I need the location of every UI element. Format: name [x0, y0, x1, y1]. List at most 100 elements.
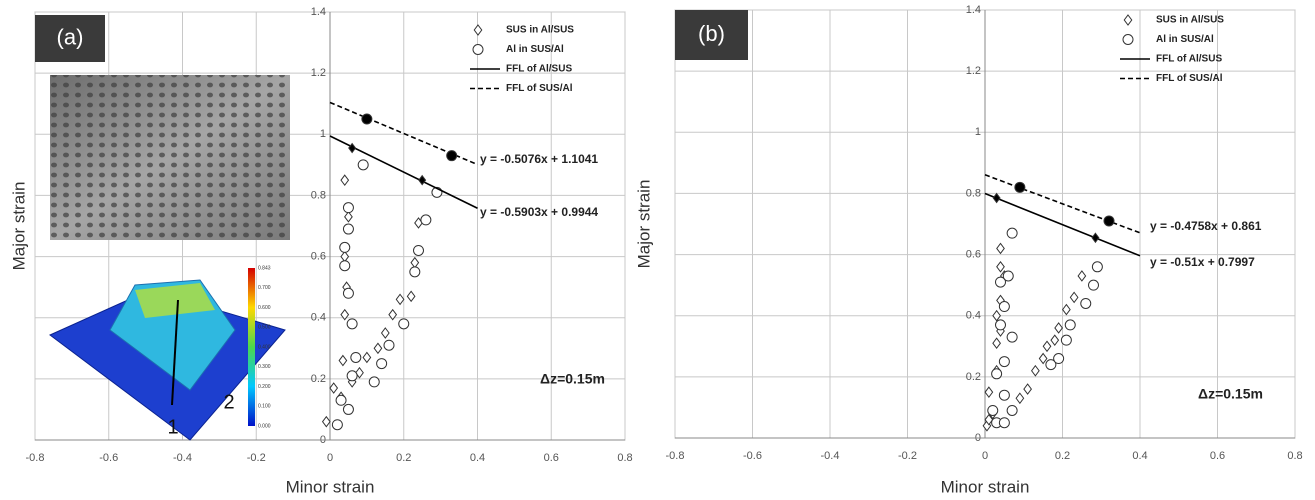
marker-circle	[998, 301, 1010, 313]
marker-diamond	[395, 293, 405, 306]
legend-swatch	[472, 44, 484, 55]
marker-diamond	[1023, 383, 1033, 395]
marker-diamond	[992, 192, 1001, 204]
marker-diamond	[1091, 232, 1100, 244]
y-tick-label: 0.8	[966, 187, 981, 199]
x-tick-label: 0.8	[617, 452, 632, 464]
marker-circle	[413, 244, 424, 256]
colorbar-label: 0.300	[258, 364, 271, 370]
marker-circle	[383, 339, 395, 351]
marker-diamond	[344, 210, 353, 223]
marker-circle	[446, 150, 458, 162]
x-tick-label: -0.4	[173, 452, 192, 464]
marker-diamond	[1050, 334, 1060, 347]
marker-circle	[1088, 279, 1099, 291]
marker-circle	[420, 214, 432, 226]
x-tick-label: -0.6	[743, 450, 762, 462]
x-tick-label: 0.6	[1210, 450, 1225, 462]
y-tick-label: 0.4	[311, 312, 326, 324]
marker-circle	[1080, 297, 1092, 309]
marker-circle	[368, 376, 380, 388]
marker-circle	[409, 266, 421, 278]
marker-diamond	[355, 366, 364, 379]
inset-photo-holes	[50, 75, 290, 240]
marker-diamond	[984, 413, 994, 426]
x-tick-label: 0.4	[1132, 450, 1147, 462]
colorbar-label: 0.400	[258, 344, 271, 350]
marker-diamond	[1015, 392, 1025, 405]
equation: y = -0.5076x + 1.1041	[480, 152, 598, 166]
equation: y = -0.4758x + 0.861	[1150, 219, 1262, 233]
marker-diamond	[992, 309, 1002, 322]
marker-diamond	[1062, 303, 1071, 316]
marker-diamond	[321, 415, 331, 428]
marker-diamond	[348, 142, 357, 154]
legend-label: Al in SUS/Al	[1156, 34, 1214, 45]
marker-diamond	[1038, 352, 1048, 365]
marker-diamond	[380, 327, 390, 339]
legend-label: SUS in Al/SUS	[1156, 15, 1224, 26]
marker-diamond	[373, 342, 383, 355]
marker-circle	[1006, 331, 1018, 343]
marker-circle	[361, 113, 373, 125]
marker-diamond	[1077, 270, 1087, 282]
y-tick-label: 0.6	[966, 248, 981, 260]
x-tick-label: 0.6	[544, 452, 559, 464]
y-tick-label: 1.2	[311, 67, 326, 79]
marker-circle	[998, 389, 1010, 401]
marker-circle	[376, 358, 388, 370]
y-tick-label: 0.8	[311, 189, 326, 201]
inset-label: 1	[167, 416, 178, 438]
x-tick-label: 0.2	[396, 452, 411, 464]
marker-circle	[1006, 227, 1018, 239]
delta-z: Δz=0.15m	[1198, 386, 1263, 402]
x-tick-label: 0.8	[1287, 450, 1302, 462]
colorbar-label: 0.200	[258, 384, 271, 390]
colorbar	[248, 268, 255, 426]
marker-circle	[995, 319, 1006, 331]
x-tick-label: -0.8	[666, 450, 685, 462]
marker-circle	[1060, 334, 1072, 346]
x-axis-label: Minor strain	[286, 477, 375, 496]
marker-circle	[987, 404, 999, 416]
marker-diamond	[340, 308, 350, 321]
marker-diamond	[418, 174, 427, 186]
marker-circle	[342, 223, 354, 235]
y-axis-label: Major strain	[634, 180, 653, 269]
colorbar-label: 0.600	[258, 305, 271, 311]
marker-circle	[342, 202, 354, 214]
marker-circle	[995, 276, 1006, 288]
x-tick-label: -0.4	[821, 450, 840, 462]
marker-circle	[346, 370, 358, 382]
marker-circle	[346, 318, 358, 330]
panel-label: (a)	[57, 24, 84, 49]
colorbar-label: 0.843	[258, 265, 271, 271]
x-tick-label: 0	[982, 450, 988, 462]
marker-circle	[1103, 215, 1115, 227]
marker-diamond	[1054, 322, 1064, 334]
y-tick-label: 1	[320, 128, 326, 140]
marker-circle	[398, 318, 410, 330]
marker-diamond	[388, 308, 398, 321]
marker-circle	[339, 241, 351, 253]
marker-circle	[1045, 359, 1057, 371]
ffl-line	[984, 174, 1141, 234]
panel-label: (b)	[698, 21, 725, 46]
marker-circle	[335, 394, 347, 406]
marker-circle	[991, 368, 1003, 380]
legend-label: FFL of Al/SUS	[1156, 54, 1222, 65]
marker-diamond	[329, 382, 339, 394]
colorbar-label: 0.700	[258, 285, 271, 291]
marker-circle	[1053, 353, 1065, 365]
marker-diamond	[406, 290, 416, 303]
x-tick-label: -0.6	[99, 452, 118, 464]
legend-label: FFL of Al/SUS	[506, 64, 572, 75]
colorbar-label: 0.000	[258, 423, 271, 429]
inset-section-line	[171, 299, 179, 406]
x-tick-label: -0.2	[898, 450, 917, 462]
colorbar-label: 0.500	[258, 325, 271, 331]
legend-swatch	[473, 24, 483, 36]
legend-label: Al in SUS/Al	[506, 44, 564, 55]
x-tick-label: 0.2	[1055, 450, 1070, 462]
equation: y = -0.51x + 0.7997	[1150, 255, 1255, 269]
